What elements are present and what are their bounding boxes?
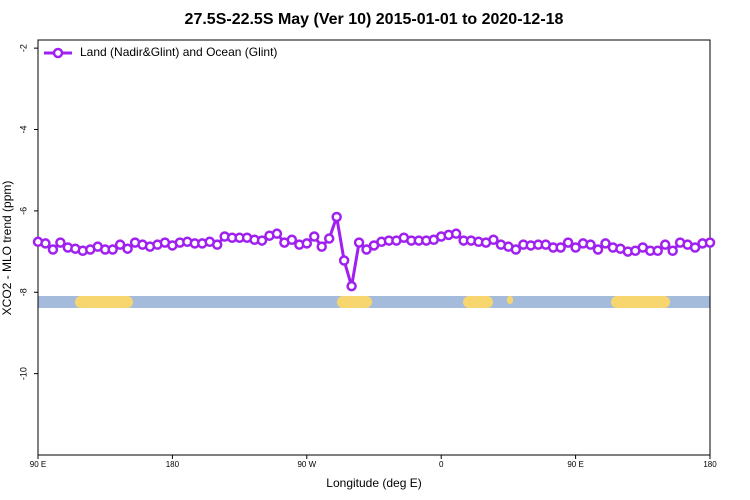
point (488, 234, 499, 246)
y-tick-label: -8 (18, 288, 28, 296)
point (301, 238, 313, 249)
point (107, 244, 118, 255)
point (585, 239, 596, 250)
point (510, 244, 522, 255)
point (450, 228, 462, 239)
x-tick-label: 180 (703, 460, 717, 469)
point (55, 237, 66, 248)
point (600, 238, 611, 249)
point (652, 245, 663, 257)
land-ocean-mask (38, 296, 710, 308)
point (667, 245, 678, 257)
point (659, 239, 671, 250)
x-tick-label: 0 (439, 460, 444, 469)
point (286, 234, 298, 246)
ocean-band (38, 296, 710, 308)
point (562, 237, 574, 248)
y-tick-label: -6 (18, 207, 28, 215)
point (40, 238, 51, 249)
chart-title: 27.5S-22.5S May (Ver 10) 2015-01-01 to 2… (185, 11, 564, 28)
point (47, 244, 59, 255)
point (338, 255, 350, 266)
point (361, 244, 372, 255)
point (211, 239, 223, 250)
point (346, 280, 357, 292)
y-tick-label: -2 (18, 44, 28, 52)
point (570, 242, 581, 253)
land-segment (337, 296, 372, 308)
x-tick-label: 90 E (567, 460, 583, 469)
point (309, 231, 320, 242)
point (323, 233, 335, 244)
point (122, 243, 133, 254)
y-tick-label: -4 (18, 126, 28, 134)
point (114, 239, 126, 250)
point (256, 235, 268, 246)
x-axis-label: Longitude (deg E) (326, 476, 421, 490)
y-axis-label: XCO2 - MLO trend (ppm) (0, 181, 14, 316)
land-segment (611, 296, 670, 308)
x-tick-label: 90 W (297, 460, 316, 469)
x-tick-label: 180 (166, 460, 180, 469)
point (592, 244, 604, 255)
legend-marker (52, 47, 64, 59)
legend-label: Land (Nadir&Glint) and Ocean (Glint) (80, 45, 277, 59)
point (316, 241, 327, 252)
point (271, 228, 283, 239)
point (704, 237, 716, 248)
land-segment (463, 296, 493, 308)
point (331, 211, 342, 223)
x-tick-label: 90 E (30, 460, 46, 469)
point (689, 242, 701, 253)
land-segment (507, 296, 513, 304)
land-segment (75, 296, 133, 308)
point (555, 242, 566, 253)
y-tick-label: -10 (18, 367, 28, 380)
series-line (37, 216, 711, 287)
point (353, 237, 365, 248)
